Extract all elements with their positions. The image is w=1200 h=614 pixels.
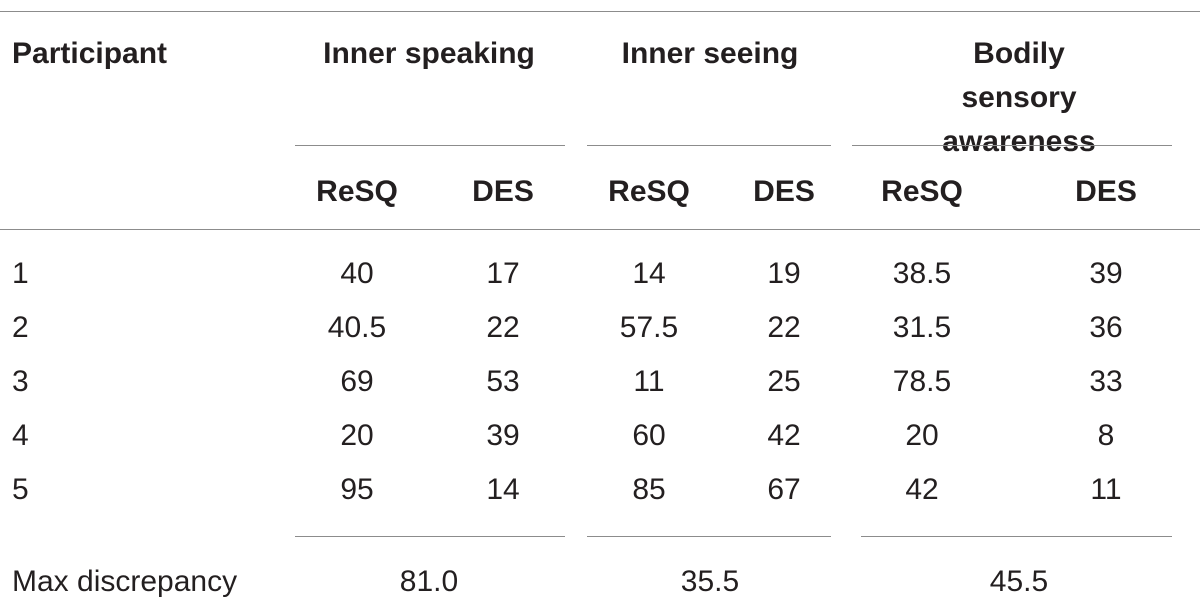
max-discrepancy-label: Max discrepancy — [12, 565, 238, 598]
subheader-des: DES — [472, 175, 534, 208]
table-cell: 11 — [1090, 473, 1122, 506]
table-cell: 40 — [340, 257, 374, 290]
group-header-inner-seeing: Inner seeing — [621, 37, 799, 70]
subheader-des: DES — [1075, 175, 1137, 208]
table-cell: 14 — [486, 473, 520, 506]
group-rule-bodily-sensory-awareness — [852, 145, 1172, 146]
table-cell: 53 — [486, 365, 520, 398]
participant-id: 1 — [12, 257, 29, 290]
table-cell: 22 — [767, 311, 801, 344]
group-header-inner-speaking: Inner speaking — [323, 37, 535, 70]
table-cell: 39 — [1089, 257, 1123, 290]
table-cell: 8 — [1097, 419, 1115, 452]
participant-id: 3 — [12, 365, 29, 398]
participant-id: 2 — [12, 311, 29, 344]
table-cell: 11 — [633, 365, 665, 398]
footer-rule-bodily-sensory-awareness — [861, 536, 1172, 537]
group-header-line-2: awareness — [942, 125, 1096, 158]
subheader-resq: ReSQ — [316, 175, 398, 208]
table-cell: 60 — [632, 419, 666, 452]
participant-header: Participant — [12, 37, 168, 70]
group-header-line-1: Bodily sensory — [961, 37, 1077, 114]
table-cell: 40.5 — [327, 311, 387, 344]
max-discrepancy-inner-speaking: 81.0 — [399, 565, 459, 598]
max-discrepancy-bodily-sensory-awareness: 45.5 — [989, 565, 1049, 598]
table-cell: 78.5 — [892, 365, 952, 398]
table-cell: 36 — [1089, 311, 1123, 344]
group-rule-inner-seeing — [587, 145, 831, 146]
footer-rule-inner-speaking — [295, 536, 565, 537]
table-cell: 42 — [905, 473, 939, 506]
table-cell: 38.5 — [892, 257, 952, 290]
table-cell: 31.5 — [892, 311, 952, 344]
table-top-rule — [0, 11, 1200, 12]
table-cell: 25 — [767, 365, 801, 398]
group-rule-inner-speaking — [295, 145, 565, 146]
table-cell: 33 — [1089, 365, 1123, 398]
table-cell: 20 — [340, 419, 374, 452]
subheader-resq: ReSQ — [881, 175, 963, 208]
header-bottom-rule — [0, 229, 1200, 230]
subheader-des: DES — [753, 175, 815, 208]
table-cell: 69 — [340, 365, 374, 398]
table-cell: 22 — [486, 311, 520, 344]
table-cell: 14 — [632, 257, 666, 290]
group-header-bodily-sensory-awareness: Bodily sensory awareness — [929, 32, 1110, 164]
table-cell: 57.5 — [619, 311, 679, 344]
footer-rule-inner-seeing — [587, 536, 831, 537]
table-cell: 17 — [486, 257, 520, 290]
participant-id: 5 — [12, 473, 29, 506]
table-cell: 42 — [767, 419, 801, 452]
max-discrepancy-inner-seeing: 35.5 — [680, 565, 740, 598]
table-cell: 85 — [632, 473, 666, 506]
participant-id: 4 — [12, 419, 29, 452]
table-cell: 20 — [905, 419, 939, 452]
table-cell: 95 — [340, 473, 374, 506]
subheader-resq: ReSQ — [608, 175, 690, 208]
table-cell: 39 — [486, 419, 520, 452]
table-cell: 67 — [767, 473, 801, 506]
table-cell: 19 — [767, 257, 801, 290]
